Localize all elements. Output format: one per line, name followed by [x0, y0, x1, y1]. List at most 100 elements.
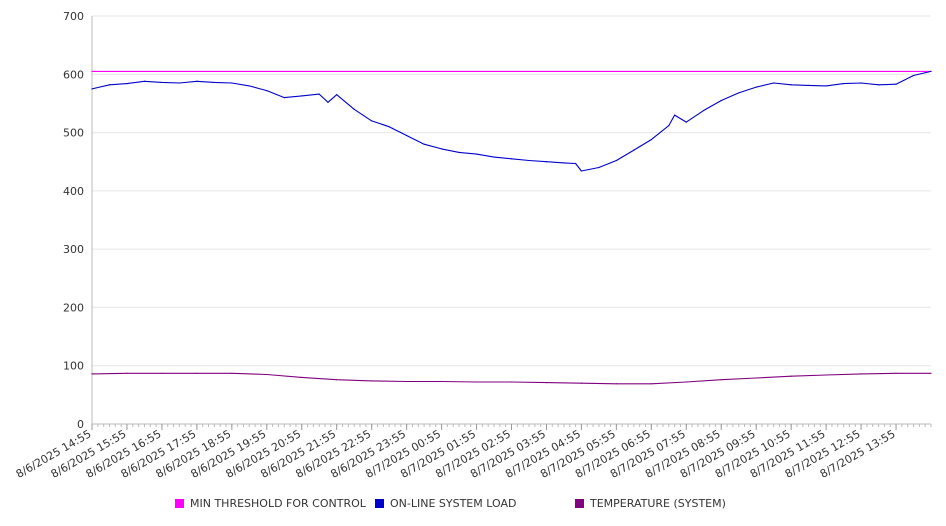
series-group — [91, 372, 932, 385]
legend-swatch-load — [375, 499, 384, 508]
data-point — [161, 372, 163, 374]
data-point — [674, 114, 676, 116]
data-point — [755, 377, 757, 379]
data-point — [843, 83, 845, 85]
legend-label-threshold: MIN THRESHOLD FOR CONTROL — [190, 497, 366, 510]
data-point — [545, 382, 548, 384]
data-point — [510, 158, 513, 160]
data-point — [790, 375, 792, 377]
data-point — [615, 159, 617, 162]
data-point — [161, 81, 163, 84]
data-point — [423, 143, 425, 145]
data-point — [231, 82, 233, 84]
data-point — [336, 94, 338, 96]
data-point — [580, 382, 583, 384]
data-point — [755, 86, 757, 88]
y-tick-label: 500 — [63, 127, 84, 140]
data-point — [178, 82, 180, 84]
data-point — [650, 383, 652, 385]
data-point — [720, 379, 722, 381]
data-point — [248, 85, 250, 87]
legend-item-load: ON-LINE SYSTEM LOAD — [375, 497, 516, 510]
data-point — [231, 372, 233, 374]
series-line — [91, 70, 932, 172]
data-point — [895, 83, 897, 85]
data-point — [336, 379, 338, 381]
data-point — [283, 97, 285, 99]
data-point — [860, 373, 862, 375]
data-point — [685, 121, 687, 123]
data-point — [327, 101, 329, 103]
legend-label-load: ON-LINE SYSTEM LOAD — [390, 497, 517, 510]
series-group — [91, 70, 932, 172]
data-point — [790, 84, 792, 86]
data-point — [510, 381, 513, 383]
data-point — [196, 80, 198, 82]
y-axis: 0 100 200 300 400 500 600 700 — [63, 10, 93, 431]
data-point — [353, 108, 355, 110]
data-point — [574, 162, 577, 165]
data-point — [685, 381, 687, 383]
data-point — [266, 90, 268, 92]
data-point — [633, 149, 635, 151]
data-point — [598, 166, 600, 169]
data-point — [895, 372, 897, 374]
data-point — [406, 134, 408, 137]
data-point — [773, 82, 775, 84]
data-point — [825, 85, 827, 87]
y-tick-label: 400 — [63, 185, 84, 198]
data-point — [493, 156, 495, 158]
data-point — [545, 161, 548, 163]
legend-label-temperature: TEMPERATURE (SYSTEM) — [590, 497, 726, 510]
data-point — [668, 124, 670, 127]
data-point — [563, 162, 565, 164]
y-tick-label: 0 — [77, 418, 84, 431]
legend-swatch-temperature — [575, 499, 584, 508]
series-group — [91, 70, 932, 72]
data-point — [440, 380, 443, 383]
legend-item-temperature: TEMPERATURE (SYSTEM) — [575, 497, 726, 510]
data-point — [703, 109, 705, 112]
data-point — [126, 83, 128, 85]
legend-item-threshold: MIN THRESHOLD FOR CONTROL — [175, 497, 366, 510]
y-tick-label: 600 — [63, 68, 84, 81]
data-point — [825, 374, 827, 376]
data-point — [143, 80, 146, 82]
data-point — [528, 159, 530, 162]
y-tick-label: 100 — [63, 360, 84, 373]
data-point — [720, 99, 722, 102]
data-point — [475, 153, 478, 155]
data-point — [650, 138, 652, 141]
grid-lines — [92, 15, 931, 425]
data-point — [580, 170, 583, 172]
data-point — [458, 151, 460, 153]
data-point — [912, 74, 915, 77]
data-point — [91, 70, 93, 72]
data-point — [615, 383, 617, 385]
series-layer — [91, 70, 932, 385]
data-point — [126, 372, 128, 374]
legend: MIN THRESHOLD FOR CONTROL ON-LINE SYSTEM… — [0, 497, 946, 515]
data-point — [301, 95, 303, 97]
data-point — [808, 84, 810, 86]
data-point — [440, 148, 443, 150]
data-point — [91, 88, 93, 90]
data-point — [196, 372, 198, 374]
data-point — [930, 372, 932, 374]
legend-swatch-threshold — [175, 499, 184, 508]
data-point — [371, 120, 373, 122]
data-point — [406, 380, 408, 383]
data-point — [738, 92, 740, 94]
y-tick-label: 200 — [63, 301, 84, 314]
y-tick-label: 700 — [63, 10, 84, 23]
data-point — [475, 381, 478, 383]
data-point — [860, 82, 862, 84]
x-axis: 8/6/2025 14:558/6/2025 15:558/6/2025 16:… — [14, 423, 932, 481]
data-point — [877, 84, 880, 86]
data-point — [91, 373, 93, 375]
data-point — [301, 376, 303, 378]
data-point — [318, 93, 320, 95]
data-point — [930, 70, 932, 72]
y-tick-label: 300 — [63, 243, 84, 256]
